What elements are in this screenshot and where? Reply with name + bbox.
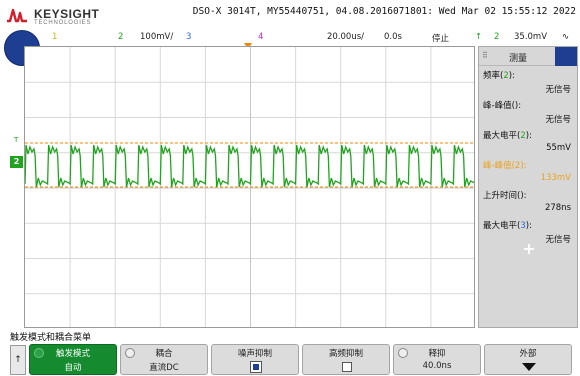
measurement-header: ⠿ 测量 [479, 47, 577, 66]
softkey-label: 噪声抑制 [237, 349, 272, 359]
keysight-wave-icon [7, 8, 27, 23]
softkey-value: 自动 [64, 363, 82, 373]
drag-handle-icon[interactable]: ⠿ [482, 51, 488, 60]
measurement-name: 上升时间( [483, 191, 521, 201]
measurement-label: 峰-峰值(2): [483, 159, 527, 171]
trigger-level-marker: T [14, 136, 19, 144]
measurement-label: 最大电平(3): [483, 219, 532, 231]
measurement-suffix: ): [520, 161, 527, 171]
waveform-display[interactable] [24, 46, 475, 328]
channel-4-indicator[interactable]: 4 [258, 32, 264, 42]
noise-reject-softkey[interactable]: 噪声抑制 [211, 344, 299, 375]
knob-icon [398, 348, 408, 358]
holdoff-softkey[interactable]: 释抑 40.0ns [393, 344, 481, 375]
measurement-name: 最大电平( [483, 131, 521, 141]
softkey-value: 40.0ns [422, 361, 452, 371]
channel-2-ground-marker[interactable]: 2 [10, 156, 23, 168]
softkey-label: 高频抑制 [328, 349, 363, 359]
softkey-label: 外部 [519, 349, 537, 359]
measurement-value: 133mV [540, 173, 571, 183]
measurement-name: 频率( [483, 71, 504, 81]
softkey-value: 直流DC [149, 363, 179, 373]
channel-2-scale: 100mV/ [140, 32, 174, 42]
measurement-source: 2 [520, 131, 526, 141]
acquire-mode-icon: ∿ [562, 32, 570, 42]
measurement-source: 2 [503, 71, 509, 81]
trigger-edge-icon: ↑ [475, 32, 483, 42]
measurement-label: 上升时间(): [483, 189, 527, 201]
measurement-tab[interactable] [555, 47, 577, 66]
measurement-item[interactable]: 频率(2): 无信号 [479, 66, 577, 96]
softkey-bar: ↑ 触发模式 自动 耦合 直流DC 噪声抑制 高频抑制 释抑 40.0ns 外部 [0, 342, 580, 376]
channel-3-indicator[interactable]: 3 [186, 32, 192, 42]
channel-2-indicator[interactable]: 2 [118, 32, 124, 42]
measurement-name: 最大电平( [483, 221, 521, 231]
trigger-mode-softkey[interactable]: 触发模式 自动 [29, 344, 117, 375]
measurement-suffix: ): [514, 101, 522, 111]
measurement-source: 3 [520, 221, 526, 231]
coupling-softkey[interactable]: 耦合 直流DC [120, 344, 208, 375]
measurement-item[interactable]: 峰-峰值(2): 133mV [479, 156, 577, 186]
channel-1-indicator[interactable]: 1 [52, 32, 58, 42]
brand-name: KEYSIGHT [34, 7, 100, 21]
measurement-name: 峰-峰值( [483, 101, 515, 111]
measurement-item[interactable]: 上升时间(): 278ns [479, 186, 577, 216]
measurement-suffix: ): [520, 191, 527, 201]
measurement-item[interactable]: 最大电平(3): 无信号 [479, 216, 577, 246]
keysight-logo: KEYSIGHT TECHNOLOGIES [6, 4, 126, 30]
measurement-value: 55mV [546, 143, 571, 153]
timebase: 20.00us/ [327, 32, 365, 42]
measurement-value: 无信号 [545, 115, 571, 125]
knob-icon [125, 348, 135, 358]
submenu-arrow-icon [522, 363, 536, 371]
device-info: DSO-X 3014T, MY55440751, 04.08.201607180… [192, 6, 576, 17]
measurement-value: 无信号 [545, 235, 571, 245]
measurement-item[interactable]: 峰-峰值(): 无信号 [479, 96, 577, 126]
measurement-source: 2 [514, 161, 521, 171]
softkey-label: 耦合 [155, 349, 173, 359]
back-button[interactable]: ↑ [10, 345, 26, 375]
measurement-list: 频率(2): 无信号 峰-峰值(): 无信号 最大电平(2): 55mV 峰-峰值(2): 1… [479, 66, 577, 246]
measurement-label: 频率(2): [483, 69, 515, 81]
measurement-title: 测量 [508, 54, 527, 64]
measurement-name: 峰-峰值( [483, 161, 515, 171]
measurement-value: 无信号 [545, 85, 571, 95]
softkey-label: 触发模式 [55, 349, 90, 359]
hf-reject-checkbox[interactable] [342, 362, 352, 372]
brand-subtitle: TECHNOLOGIES [34, 20, 92, 26]
run-state: 停止 [432, 34, 450, 44]
measurement-label: 峰-峰值(): [483, 99, 521, 111]
hf-reject-softkey[interactable]: 高频抑制 [302, 344, 390, 375]
channel-bar: 1 2 100mV/ 3 4 20.00us/ 0.0s 停止 ↑ 2 35.0… [0, 31, 580, 44]
delay: 0.0s [384, 32, 402, 42]
measurement-panel: ⠿ 测量 频率(2): 无信号 峰-峰值(): 无信号 最大电平(2): 55mV 峰-峰值… [478, 46, 578, 328]
channel-2-waveform [25, 144, 474, 188]
external-softkey[interactable]: 外部 [484, 344, 572, 375]
measurement-value: 278ns [544, 203, 571, 213]
noise-reject-checkbox[interactable] [250, 361, 262, 373]
trigger-level: 35.0mV [514, 32, 548, 42]
trigger-source: 2 [494, 32, 500, 42]
graticule [25, 47, 474, 327]
measurement-suffix: ): [508, 71, 515, 81]
measurement-label: 最大电平(2): [483, 129, 532, 141]
knob-icon [34, 348, 44, 358]
add-measurement-button[interactable]: + [522, 239, 536, 258]
softkey-menu-title: 触发模式和耦合菜单 [10, 333, 92, 343]
measurement-suffix: ): [525, 131, 532, 141]
measurement-suffix: ): [525, 221, 532, 231]
measurement-item[interactable]: 最大电平(2): 55mV [479, 126, 577, 156]
softkey-label: 释抑 [428, 349, 446, 359]
